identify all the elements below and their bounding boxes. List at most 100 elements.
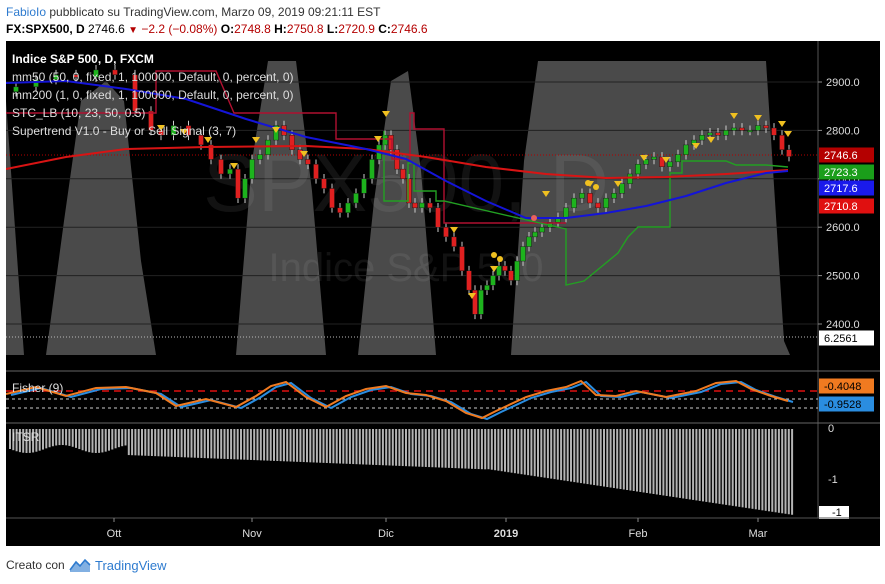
itsr-bar <box>662 429 665 496</box>
itsr-bar <box>504 429 506 472</box>
itsr-bar <box>428 429 431 468</box>
itsr-bar <box>606 429 609 488</box>
sell-signal-marker <box>468 293 476 299</box>
itsr-bar <box>210 429 213 459</box>
candle-body <box>73 74 79 78</box>
itsr-bar <box>527 429 530 476</box>
symbol-label[interactable]: FX:SPX500, D <box>6 22 85 36</box>
candle-body <box>635 164 641 175</box>
itsr-bar <box>273 429 275 461</box>
itsr-bar <box>533 429 536 477</box>
author-link[interactable]: FabioIo <box>6 5 47 19</box>
candle-body <box>502 265 508 271</box>
itsr-bar <box>395 429 398 466</box>
itsr-bar <box>431 429 434 468</box>
candle-body <box>249 159 255 180</box>
itsr-bar <box>38 429 41 451</box>
sell-signal-marker <box>754 115 762 121</box>
candle-body <box>603 197 609 209</box>
itsr-bar <box>259 429 262 461</box>
itsr-bar <box>570 429 572 482</box>
itsr-bar <box>695 429 698 501</box>
itsr-bar <box>626 429 629 491</box>
itsr-bar <box>332 429 335 464</box>
sell-signal-marker <box>272 127 280 133</box>
candle-body <box>466 270 472 291</box>
sell-signal-marker <box>230 163 238 169</box>
itsr-bar <box>612 429 615 489</box>
open-value: 2748.8 <box>234 22 271 36</box>
itsr-bar <box>685 429 688 499</box>
legend-mm50[interactable]: mm50 (50, 0, fixed, 1, 100000, Default, … <box>12 70 294 84</box>
itsr-bar <box>18 429 21 453</box>
price-tick-label: 2800.0 <box>826 125 860 137</box>
time-tick-label: Feb <box>629 528 648 540</box>
itsr-bar <box>414 429 417 467</box>
candle-body <box>514 260 520 281</box>
itsr-badge-label: -1 <box>832 507 842 519</box>
candle-body <box>242 178 248 199</box>
chart-canvas[interactable]: SPX500, D Indice S&P 500 Indice S&P 500,… <box>6 41 880 546</box>
itsr-bar <box>315 429 318 463</box>
itsr-bar <box>550 429 553 479</box>
down-triangle-icon: ▼ <box>128 25 138 36</box>
itsr-bar <box>669 429 671 497</box>
candle-body <box>313 164 319 179</box>
itsr-bar <box>642 429 645 493</box>
itsr-bar <box>226 429 229 460</box>
time-tick-label: Ott <box>107 528 122 540</box>
tradingview-logo-icon[interactable] <box>69 557 91 573</box>
legend-fisher[interactable]: Fisher (9) <box>12 381 63 395</box>
candle-body <box>571 197 577 209</box>
itsr-histogram <box>9 429 794 515</box>
itsr-bar <box>652 429 655 494</box>
candle-body <box>675 154 681 163</box>
itsr-bar <box>160 429 163 457</box>
sell-signal-marker <box>382 111 390 117</box>
itsr-bar <box>560 429 563 481</box>
ohlc-bar: FX:SPX500, D 2746.6 ▼ −2.2 (−0.08%) O:27… <box>6 22 428 36</box>
legend-stc[interactable]: STC_LB (10, 23, 50, 0.5) <box>12 106 145 120</box>
legend-title[interactable]: Indice S&P 500, D, FXCM <box>12 52 154 66</box>
legend-mm200[interactable]: mm200 (1, 0, fixed, 1, 100000, Default, … <box>12 88 294 102</box>
itsr-bar <box>279 429 282 462</box>
main-price-pane[interactable]: SPX500, D Indice S&P 500 <box>6 61 818 355</box>
itsr-bar <box>108 429 110 451</box>
itsr-bar <box>639 429 642 492</box>
price-tick-label: 2400.0 <box>826 319 860 331</box>
time-tick-label: Nov <box>242 528 262 540</box>
itsr-bar <box>484 429 487 470</box>
itsr-bar <box>253 429 256 461</box>
sell-signal-marker <box>490 266 498 272</box>
created-with-text: Creato con <box>6 558 65 572</box>
fisher-pane[interactable]: Fisher (9) -0.4048 -0.9528 <box>6 378 874 421</box>
itsr-bar <box>302 429 305 463</box>
itsr-bar <box>471 429 473 469</box>
itsr-bar <box>622 429 625 490</box>
itsr-pane[interactable]: ITSR 0 -1 -1 <box>9 423 849 519</box>
itsr-bar <box>28 429 31 453</box>
legend-itsr[interactable]: ITSR <box>12 430 40 444</box>
tradingview-brand[interactable]: TradingView <box>95 558 167 573</box>
candle-body <box>369 159 375 180</box>
itsr-bar <box>104 429 107 452</box>
candle-body <box>723 130 729 136</box>
itsr-bar <box>708 429 711 503</box>
itsr-bar <box>556 429 559 480</box>
itsr-bar <box>731 429 734 506</box>
itsr-bar <box>325 429 328 463</box>
itsr-bar <box>48 429 51 448</box>
itsr-bar <box>51 429 54 447</box>
itsr-bar <box>193 429 196 458</box>
legend-supertrend[interactable]: Supertrend V1.0 - Buy or Sell Signal (3,… <box>12 124 236 138</box>
itsr-bar <box>355 429 358 465</box>
price-change: −2.2 (−0.08%) <box>141 22 218 36</box>
time-axis[interactable]: Ott Nov Dic 2019 Feb Mar <box>107 518 768 540</box>
itsr-bar <box>497 429 500 471</box>
itsr-bar <box>490 429 493 470</box>
itsr-bar <box>71 429 74 447</box>
itsr-bar <box>9 429 11 449</box>
price-tick-label: 2900.0 <box>826 77 860 89</box>
candle-body <box>419 202 425 209</box>
itsr-bar <box>586 429 589 485</box>
